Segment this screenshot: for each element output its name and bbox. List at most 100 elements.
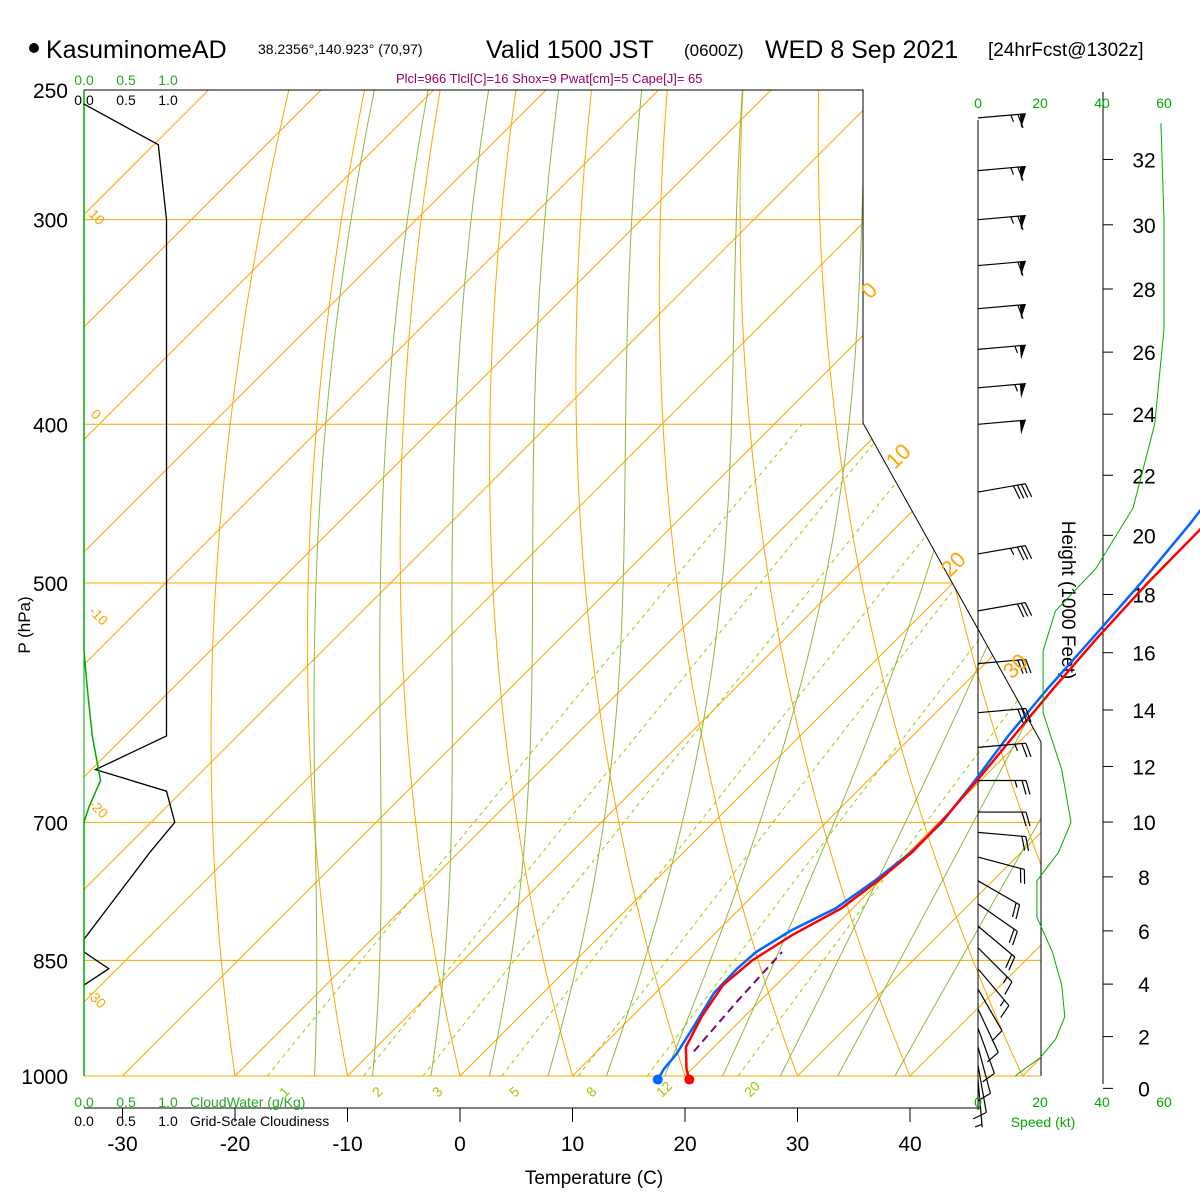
wind-barb-shaft <box>977 968 1010 1006</box>
dry-adiabat <box>893 90 1041 1076</box>
speed-top-tick: 0 <box>974 95 982 111</box>
wind-barb <box>977 903 1018 946</box>
wind-barb-flag <box>972 1111 987 1120</box>
isotherm-line <box>84 90 434 1076</box>
wind-barb-shaft <box>977 1079 983 1128</box>
wind-barb-pennant <box>1019 420 1026 435</box>
wind-barb-flag <box>1024 602 1033 616</box>
wind-barb-pennant <box>1019 345 1026 360</box>
wind-barb-shaft <box>977 903 1018 932</box>
wind-barb-shaft <box>977 383 1026 389</box>
wind-barb <box>977 742 1032 758</box>
wind-barb-flag <box>1017 708 1024 724</box>
x-tick-label: -20 <box>220 1133 250 1156</box>
wind-barb-shaft <box>977 419 1026 425</box>
mixing-ratio-line <box>266 423 803 1076</box>
x-tick-label: -10 <box>332 1133 362 1156</box>
speed-bottom-tick: 0 <box>974 1094 982 1110</box>
grid-layer <box>84 90 1041 1076</box>
temperature-line <box>684 527 1200 1080</box>
height-tick-label: 24 <box>1132 404 1156 427</box>
dewpoint-line <box>656 508 1200 1081</box>
wind-barb-halfflag <box>1010 114 1015 123</box>
isotherm-line <box>572 90 1041 1076</box>
x-tick-label: 40 <box>898 1133 921 1156</box>
mixing-ratio-label: 20 <box>741 1078 763 1100</box>
isotherm-line <box>1022 90 1041 1076</box>
mixing-ratio-label: 8 <box>583 1083 600 1100</box>
x-tick-label: 0 <box>454 1133 466 1156</box>
labels-layer: 1 2 3 5 8 12 20100-10-20-3001020300.00.00.50.5… <box>74 72 1172 1130</box>
wind-barb <box>977 165 1026 181</box>
wind-barb <box>977 545 1033 561</box>
cloudiness-top-tick: 1.0 <box>158 92 178 108</box>
cloudiness-bottom-tick: 0.5 <box>116 1113 136 1129</box>
station-coords: 38.2356°,140.923° (70,97) <box>258 41 423 57</box>
wind-barb-shaft <box>977 303 1026 310</box>
height-tick-label: 32 <box>1132 149 1155 172</box>
height-tick-label: 16 <box>1132 643 1155 666</box>
height-tick-label: 4 <box>1138 974 1150 997</box>
wind-barb-flag <box>1016 603 1025 618</box>
dry-adiabat <box>969 90 1041 1076</box>
wind-barb-flag <box>1021 659 1028 674</box>
height-tick-label: 2 <box>1138 1027 1150 1050</box>
wind-barb-flag <box>1012 485 1021 500</box>
dry-adiabat <box>489 90 584 1076</box>
wind-barb <box>977 303 1026 320</box>
wind-barb-halfflag <box>1002 976 1008 984</box>
dry-adiabat <box>817 90 1040 1076</box>
height-tick-label: 8 <box>1138 867 1150 890</box>
speed-top-tick: 60 <box>1156 95 1172 111</box>
isotherm-line <box>234 90 1041 1076</box>
station-marker-icon <box>29 43 39 53</box>
cloudiness-profile <box>83 103 176 986</box>
wind-barb-flag <box>1021 811 1027 827</box>
isotherm-line <box>347 90 1041 1076</box>
x-axis-label: Temperature (C) <box>525 1168 663 1189</box>
wind-barb <box>972 1065 987 1120</box>
cloudiness-label: Grid-Scale Cloudiness <box>190 1113 329 1129</box>
speed-profile <box>1014 123 1165 1077</box>
wind-barb-flag <box>1025 708 1032 723</box>
moist-adiabat <box>874 90 1041 1076</box>
isotherm-line <box>84 90 547 1076</box>
wind-barb-shaft <box>977 925 1016 958</box>
height-tick-label: 0 <box>1138 1078 1150 1101</box>
mixing-ratio-line <box>737 423 1041 1076</box>
wind-barb <box>977 113 1026 129</box>
parcel-line <box>693 951 783 1053</box>
y-axis-label: P (hPa) <box>15 596 34 653</box>
isotherm-label: 0 <box>856 277 882 303</box>
x-tick-label: 10 <box>561 1133 584 1156</box>
wind-barb <box>977 601 1033 618</box>
wind-barb-halfflag <box>1009 547 1015 556</box>
wind-barb-shaft <box>977 214 1026 221</box>
wind-barb <box>977 947 1013 995</box>
wind-barb-flag <box>1020 602 1029 617</box>
wind-barb <box>977 344 1026 360</box>
moist-adiabat <box>537 90 644 1076</box>
moist-adiabat <box>762 90 1041 1076</box>
isotherm-line <box>84 90 322 1076</box>
wind-barb-flag <box>1017 261 1024 276</box>
wind-barb-flag <box>1020 546 1029 560</box>
wind-barb-flag <box>982 1072 995 1083</box>
wind-barb-halfflag <box>974 1123 983 1128</box>
wind-barb-flag <box>1021 708 1028 723</box>
wind-barb <box>977 925 1016 971</box>
isotherm-label: 0 <box>88 406 105 423</box>
wind-barb-shaft <box>977 856 1025 871</box>
wind-barb-flag <box>1017 659 1024 674</box>
wind-barb <box>978 779 1031 795</box>
wind-barb <box>977 831 1030 851</box>
x-tick-label: 30 <box>786 1133 809 1156</box>
x-tick-label: -30 <box>107 1133 137 1156</box>
wind-barb-shaft <box>977 988 1003 1031</box>
moist-adiabat <box>312 90 378 1076</box>
isotherm-line <box>84 90 659 1076</box>
cloudwater-top-tick: 1.0 <box>158 72 178 88</box>
isotherm-label: -10 <box>86 603 112 629</box>
wind-barb-flag <box>1020 484 1029 498</box>
mixing-ratio-line <box>501 423 1015 1076</box>
